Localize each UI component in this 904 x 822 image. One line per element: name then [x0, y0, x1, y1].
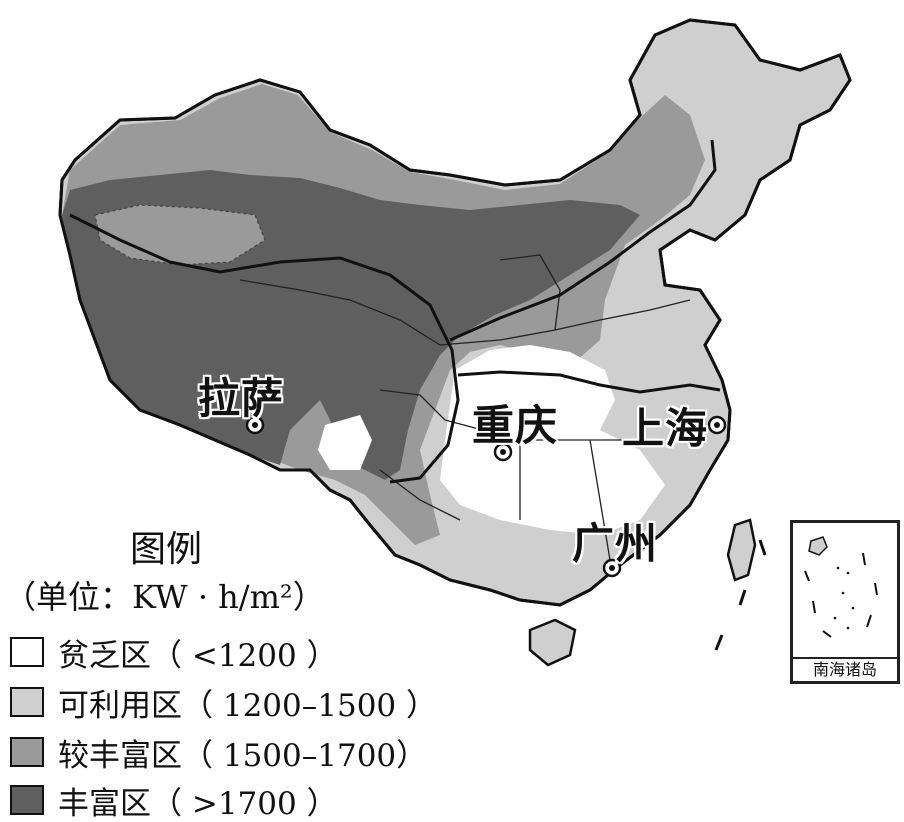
legend-label-richest: 丰富区（ >1700 ） — [58, 785, 338, 822]
inset-map — [804, 536, 878, 638]
legend-item-richest: 丰富区（ >1700 ） — [10, 778, 338, 822]
legend-swatch-available — [10, 687, 44, 717]
tibet-patch — [318, 415, 372, 470]
legend-unit: （单位：KW · h/m²） — [4, 578, 325, 616]
legend-swatch-rich — [10, 737, 44, 767]
legend-label-rich: 较丰富区（ 1500–1700） — [58, 737, 428, 774]
china-border — [58, 18, 852, 607]
basin-zone — [94, 204, 266, 266]
legend-item-available: 可利用区（ 1200–1500 ） — [10, 680, 437, 724]
south-china-sea-inset: 南海诸岛 — [790, 520, 900, 684]
city-label-guangzhou: 广州 — [572, 519, 659, 568]
isolines — [69, 139, 721, 484]
legend-label-poor: 贫乏区（ <1200 ） — [58, 637, 338, 674]
legend-title: 图例 — [130, 529, 203, 570]
taiwan-island — [726, 518, 757, 582]
legend-item-rich: 较丰富区（ 1500–1700） — [10, 730, 427, 774]
legend-swatch-poor — [10, 637, 44, 667]
city-label-shanghai: 上海 — [622, 404, 709, 453]
inset-label: 南海诸岛 — [793, 657, 897, 681]
maritime-lines — [714, 539, 767, 651]
hainan-island — [528, 618, 577, 667]
legend-swatch-richest — [10, 785, 44, 815]
legend-label-available: 可利用区（ 1200–1500 ） — [58, 687, 437, 724]
province-lines — [239, 254, 691, 561]
legend-item-poor: 贫乏区（ <1200 ） — [10, 630, 338, 674]
city-label-chongqing: 重庆 — [472, 401, 559, 450]
city-label-lhasa: 拉萨 — [198, 374, 285, 423]
